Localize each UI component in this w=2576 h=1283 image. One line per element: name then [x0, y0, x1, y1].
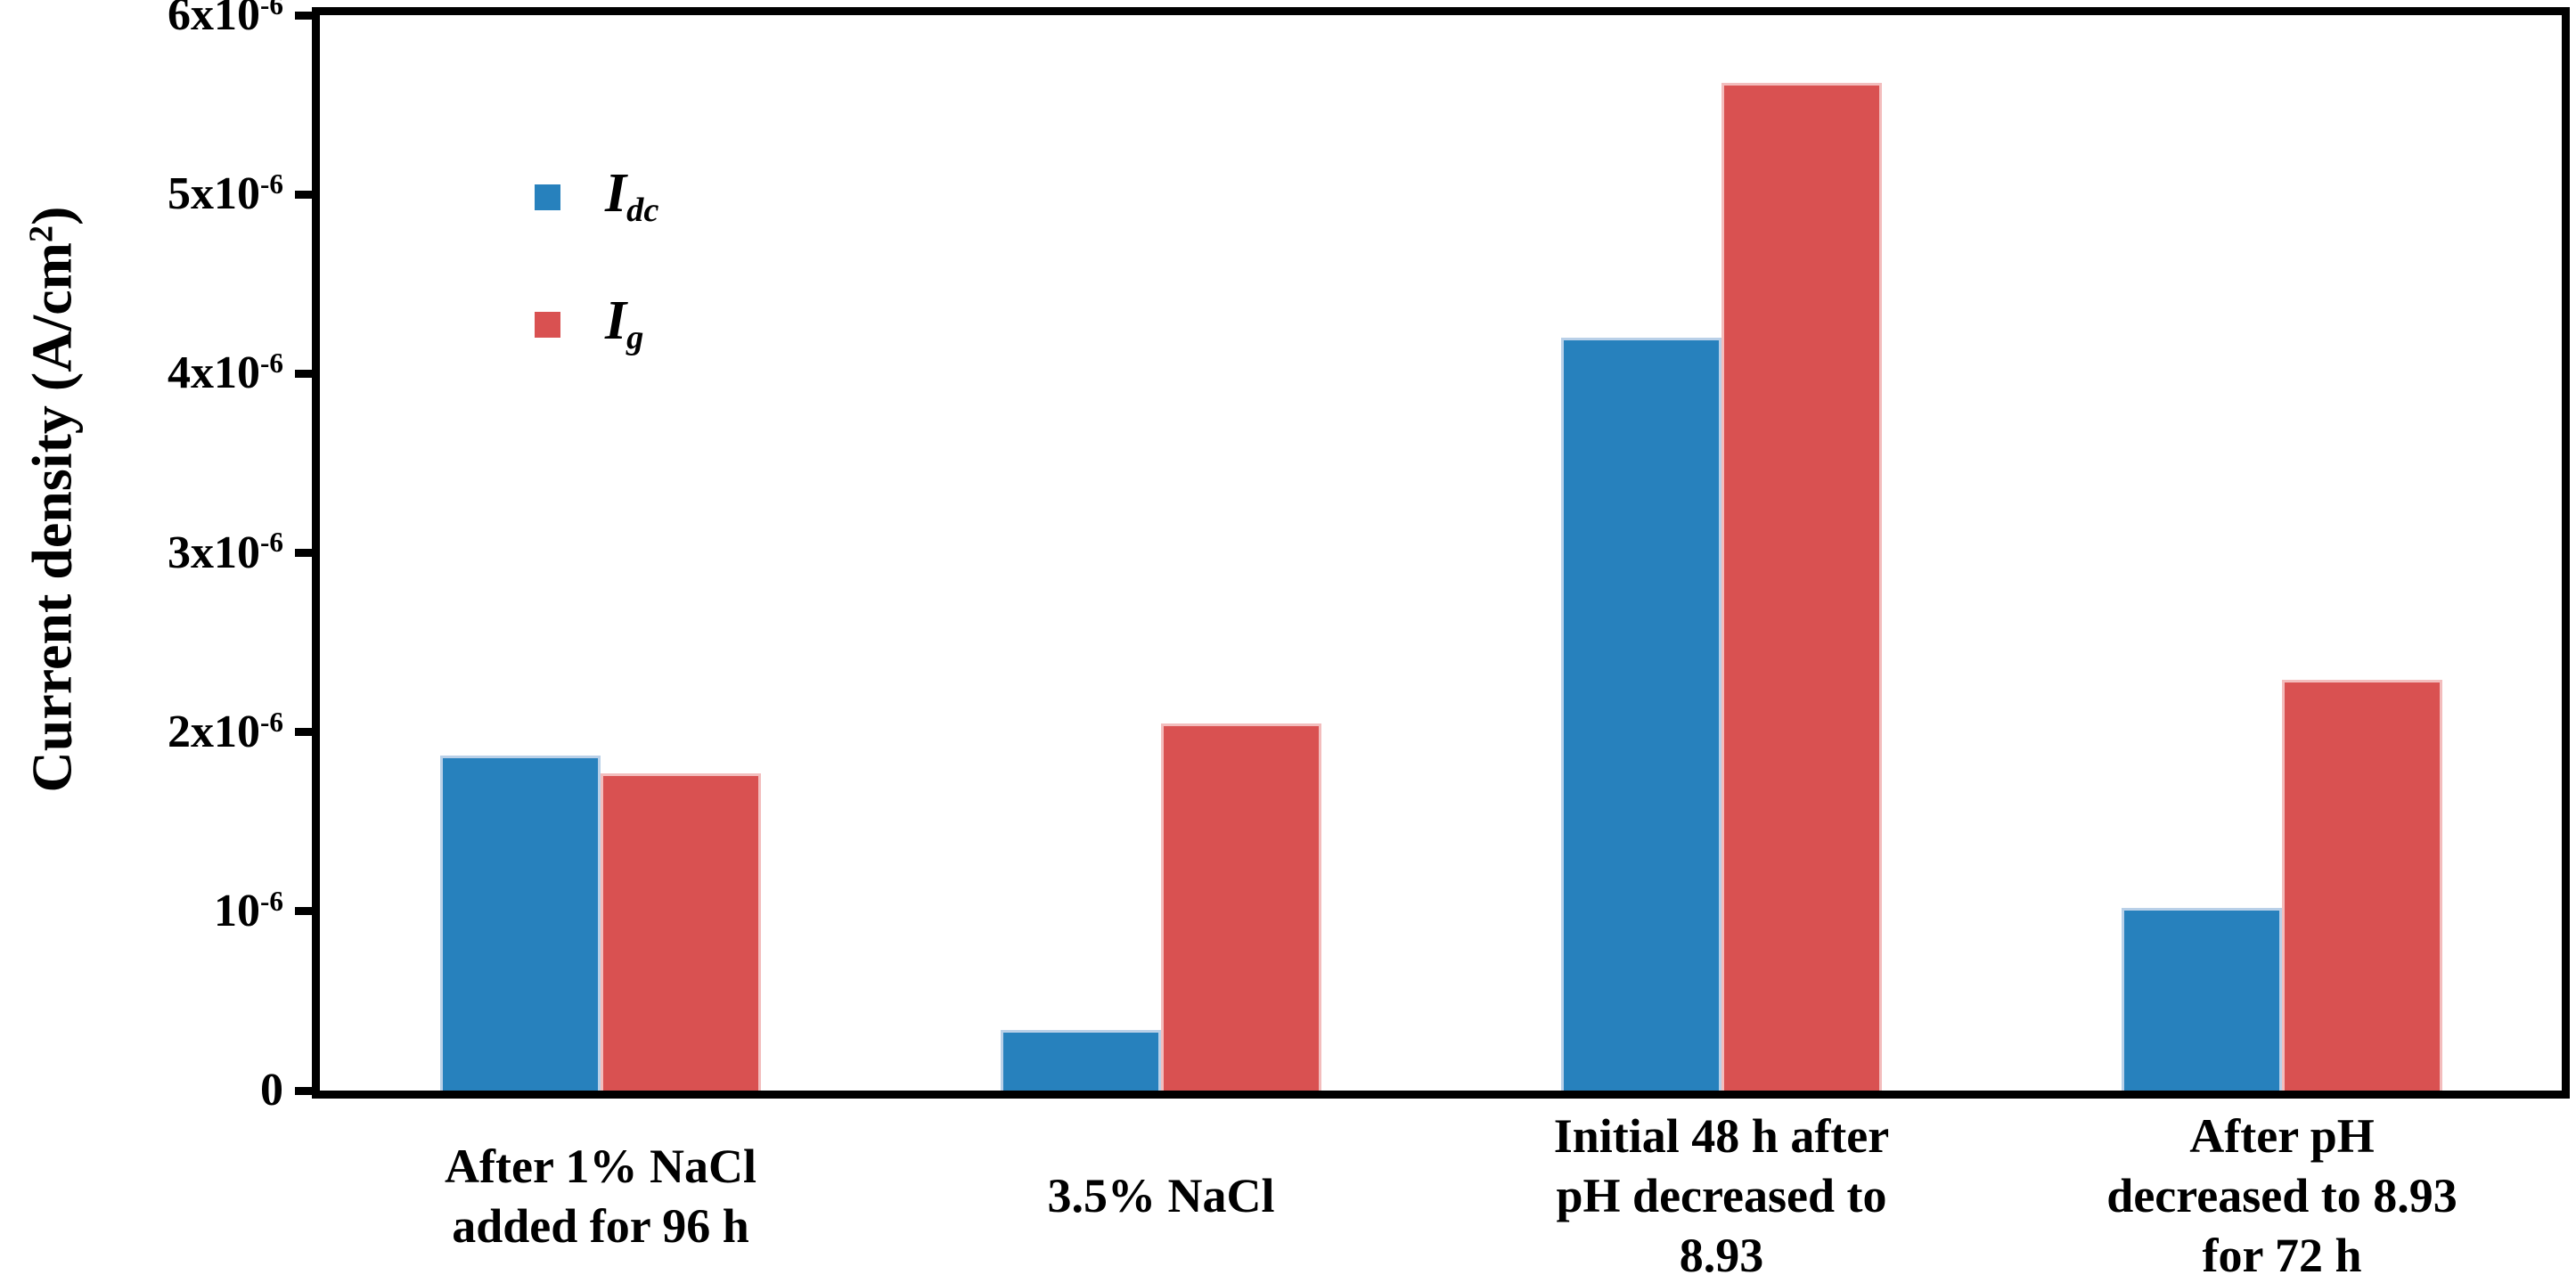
legend-label-idc-main: I [605, 163, 627, 224]
bar-ig-2 [1721, 83, 1882, 1091]
y-tick-label: 10-6 [214, 885, 283, 936]
y-tick-mark [295, 1086, 313, 1095]
y-tick-label: 0 [260, 1065, 283, 1115]
bar-ig-1 [1161, 723, 1321, 1091]
bar-ig-3 [2282, 680, 2442, 1091]
y-tick-mark [295, 549, 313, 557]
legend-label-ig-sub: g [626, 318, 644, 356]
y-tick-mark [295, 11, 313, 20]
x-category-label: 3.5% NaCl [1047, 1169, 1275, 1222]
y-tick-label: 6x10-6 [168, 0, 283, 40]
y-tick-mark [295, 728, 313, 737]
legend-swatch-ig [535, 311, 560, 338]
x-category-label: After pH decreased to 8.93 for 72 h [2106, 1109, 2457, 1282]
legend-item-ig: Ig [535, 290, 643, 356]
y-tick-label: 2x10-6 [168, 706, 283, 757]
legend-swatch-idc [535, 184, 560, 210]
x-category-label: After 1% NaCl added for 96 h [445, 1139, 756, 1253]
bar-idc-0 [440, 756, 601, 1091]
y-tick-mark [295, 369, 313, 378]
bar-ig-0 [601, 773, 761, 1091]
legend-item-idc: Idc [535, 163, 658, 229]
bar-idc-3 [2122, 908, 2282, 1091]
plot-area [312, 7, 2570, 1099]
y-tick-label: 4x10-6 [168, 347, 283, 399]
y-tick-label: 3x10-6 [168, 527, 283, 578]
legend-label-idc: Idc [605, 162, 658, 232]
y-tick-label: 5x10-6 [168, 168, 283, 220]
legend-label-ig: Ig [605, 290, 643, 359]
legend-label-idc-sub: dc [626, 191, 659, 229]
bar-idc-2 [1561, 338, 1721, 1091]
y-tick-mark [295, 190, 313, 199]
bar-idc-1 [1001, 1030, 1161, 1091]
legend-label-ig-main: I [605, 290, 627, 351]
y-tick-mark [295, 907, 313, 916]
x-category-label: Initial 48 h after pH decreased to 8.93 [1553, 1109, 1890, 1282]
